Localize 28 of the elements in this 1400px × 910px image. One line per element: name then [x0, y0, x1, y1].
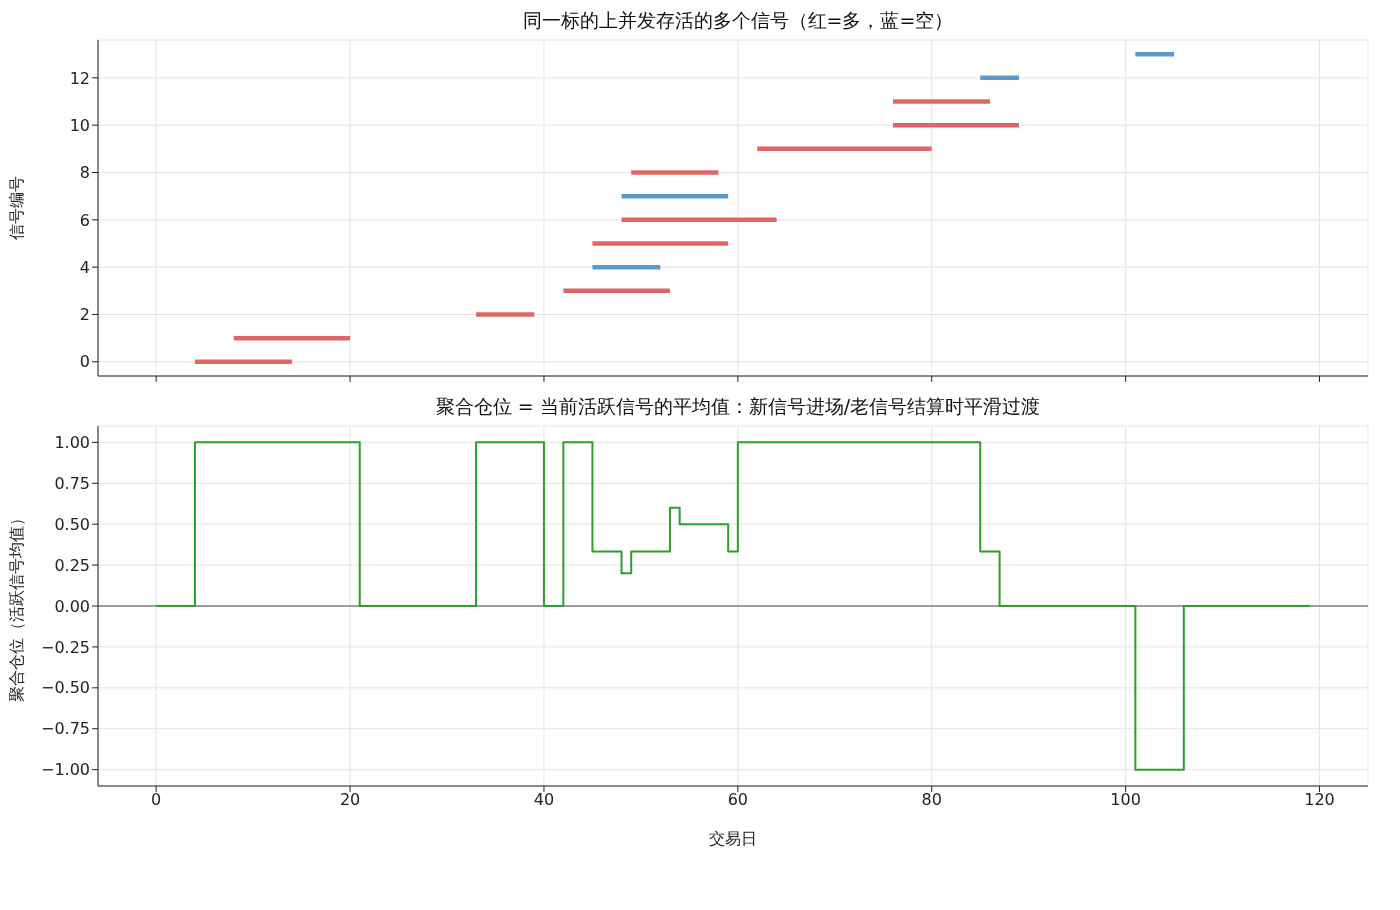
- y-tick-label: 10: [69, 115, 90, 135]
- y-tick-label: 0.00: [54, 596, 90, 616]
- y-tick-label: 6: [79, 210, 90, 230]
- x-tick-label: 80: [921, 790, 942, 810]
- y-tick-label: −1.00: [40, 760, 90, 780]
- y-tick-label: 0.50: [54, 514, 90, 534]
- y-tick-label: −0.25: [40, 637, 90, 657]
- x-tick-label: 100: [1110, 790, 1141, 810]
- y-tick-label: −0.50: [40, 678, 90, 698]
- x-tick-label: 60: [727, 790, 749, 810]
- y-tick-label: 8: [79, 163, 90, 183]
- chart-title: 聚合仓位 = 当前活跃信号的平均值：新信号进场/老信号结算时平滑过渡: [434, 394, 1042, 419]
- x-tick-label: 20: [339, 790, 361, 810]
- x-tick-label: 0: [151, 790, 162, 810]
- y-axis-title: 信号编号: [6, 176, 26, 240]
- y-tick-label: 4: [79, 257, 90, 277]
- y-tick-label: 0: [79, 352, 90, 372]
- chart-title: 同一标的上并发存活的多个信号（红=多，蓝=空）: [521, 8, 955, 33]
- y-tick-label: 2: [79, 305, 90, 325]
- y-tick-label: 12: [69, 68, 90, 88]
- y-tick-label: 1.00: [54, 433, 90, 453]
- x-axis-title: 交易日: [709, 829, 757, 848]
- y-tick-label: −0.75: [40, 719, 90, 739]
- y-tick-label: 0.25: [54, 555, 90, 575]
- y-axis-title: 聚合仓位（活跃信号均值）: [6, 510, 26, 702]
- y-tick-label: 0.75: [54, 473, 90, 493]
- x-tick-label: 120: [1304, 790, 1335, 810]
- x-tick-label: 40: [533, 790, 555, 810]
